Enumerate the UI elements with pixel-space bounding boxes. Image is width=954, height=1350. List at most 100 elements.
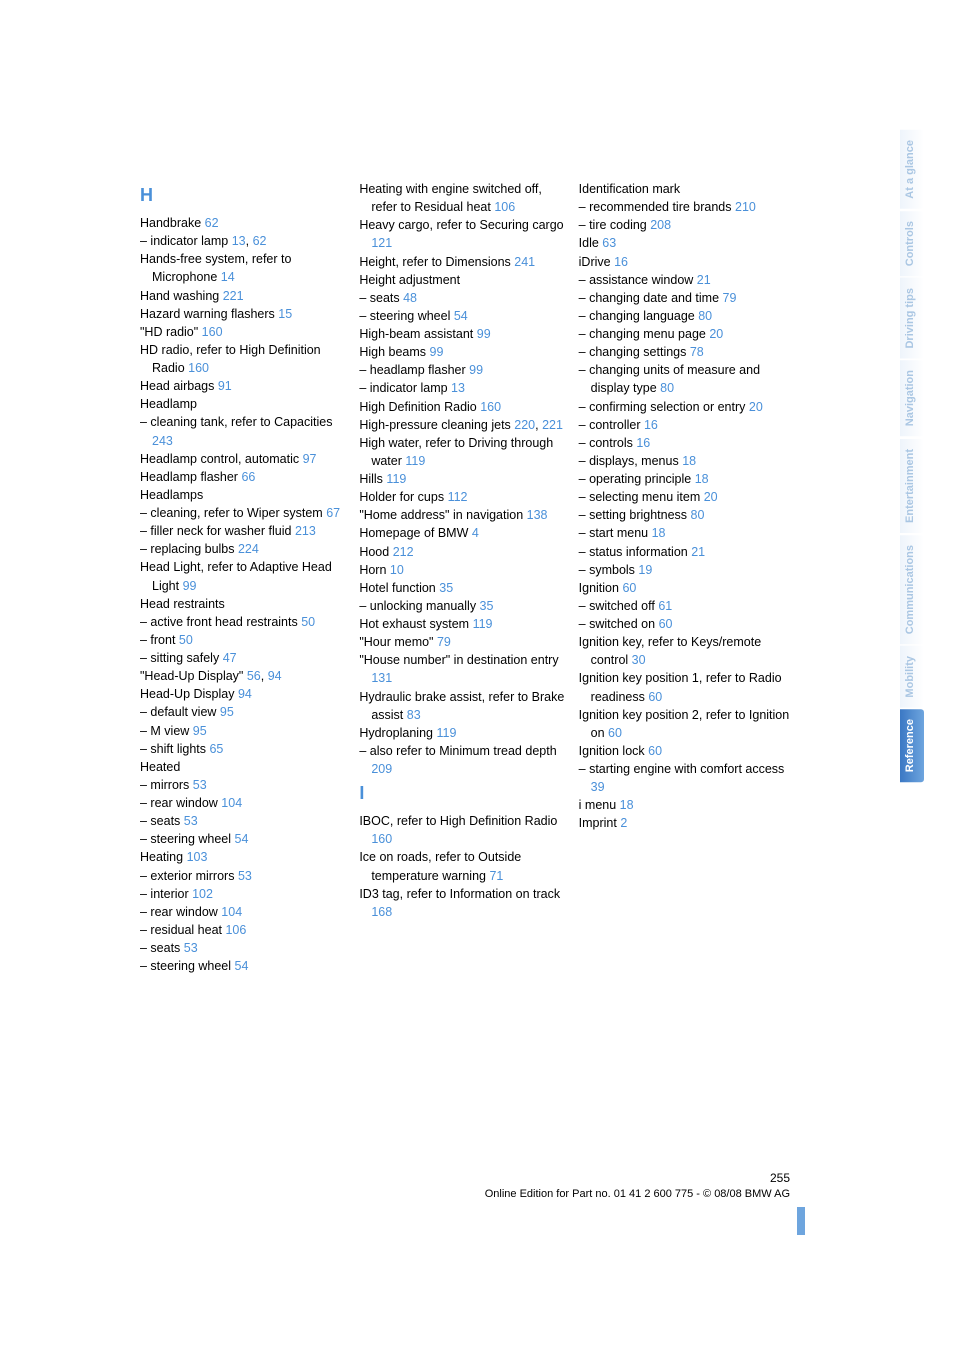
page-ref[interactable]: 80: [698, 309, 712, 323]
page-ref[interactable]: 160: [480, 400, 501, 414]
page-ref[interactable]: 103: [187, 850, 208, 864]
page-ref[interactable]: 112: [448, 490, 468, 504]
page-ref[interactable]: 99: [430, 345, 444, 359]
page-ref[interactable]: 63: [602, 236, 616, 250]
page-ref[interactable]: 60: [648, 690, 662, 704]
page-ref[interactable]: 121: [371, 236, 392, 250]
page-ref[interactable]: 160: [202, 325, 223, 339]
page-ref[interactable]: 53: [238, 869, 252, 883]
page-ref[interactable]: 67: [326, 506, 340, 520]
tab-entertainment[interactable]: Entertainment: [900, 439, 924, 533]
tab-at-a-glance[interactable]: At a glance: [900, 130, 924, 209]
page-ref[interactable]: 10: [390, 563, 404, 577]
page-ref[interactable]: 16: [614, 255, 628, 269]
page-ref[interactable]: 2: [620, 816, 627, 830]
page-ref[interactable]: 224: [238, 542, 259, 556]
page-ref[interactable]: 54: [235, 832, 249, 846]
page-ref[interactable]: 241: [514, 255, 535, 269]
page-ref[interactable]: 20: [704, 490, 718, 504]
page-ref[interactable]: 14: [221, 270, 235, 284]
page-ref[interactable]: 54: [454, 309, 468, 323]
page-ref[interactable]: 53: [184, 941, 198, 955]
page-ref[interactable]: 35: [439, 581, 453, 595]
page-ref[interactable]: 13: [451, 381, 465, 395]
page-ref[interactable]: 80: [691, 508, 705, 522]
page-ref[interactable]: 79: [437, 635, 451, 649]
page-ref[interactable]: 168: [371, 905, 392, 919]
page-ref[interactable]: 35: [480, 599, 494, 613]
page-ref[interactable]: 94: [268, 669, 282, 683]
page-ref[interactable]: 106: [225, 923, 246, 937]
page-ref[interactable]: 50: [301, 615, 315, 629]
page-ref[interactable]: 95: [193, 724, 207, 738]
page-ref[interactable]: 71: [489, 869, 503, 883]
page-ref[interactable]: 15: [278, 307, 292, 321]
page-ref[interactable]: 48: [403, 291, 417, 305]
page-ref[interactable]: 243: [152, 434, 173, 448]
page-ref[interactable]: 106: [494, 200, 515, 214]
page-ref[interactable]: 97: [303, 452, 317, 466]
page-ref[interactable]: 60: [608, 726, 622, 740]
page-ref[interactable]: 18: [682, 454, 696, 468]
page-ref[interactable]: 39: [591, 780, 605, 794]
page-ref[interactable]: 66: [241, 470, 255, 484]
page-ref[interactable]: 30: [632, 653, 646, 667]
page-ref[interactable]: 56: [247, 669, 261, 683]
page-ref[interactable]: 21: [697, 273, 711, 287]
page-ref[interactable]: 79: [723, 291, 737, 305]
page-ref[interactable]: 131: [371, 671, 392, 685]
page-ref[interactable]: 54: [235, 959, 249, 973]
page-ref[interactable]: 53: [193, 778, 207, 792]
page-ref[interactable]: 19: [638, 563, 652, 577]
page-ref[interactable]: 18: [652, 526, 666, 540]
page-ref[interactable]: 209: [371, 762, 392, 776]
page-ref[interactable]: 61: [658, 599, 672, 613]
page-ref[interactable]: 221: [542, 418, 563, 432]
tab-driving-tips[interactable]: Driving tips: [900, 278, 924, 359]
page-ref[interactable]: 160: [371, 832, 392, 846]
page-ref[interactable]: 21: [691, 545, 705, 559]
page-ref[interactable]: 50: [179, 633, 193, 647]
page-ref[interactable]: 13: [232, 234, 246, 248]
page-ref[interactable]: 119: [436, 726, 456, 740]
page-ref[interactable]: 80: [660, 381, 674, 395]
tab-mobility[interactable]: Mobility: [900, 646, 924, 708]
page-ref[interactable]: 220: [514, 418, 535, 432]
page-ref[interactable]: 16: [636, 436, 650, 450]
page-ref[interactable]: 18: [620, 798, 634, 812]
page-ref[interactable]: 213: [295, 524, 316, 538]
page-ref[interactable]: 138: [527, 508, 548, 522]
page-ref[interactable]: 16: [644, 418, 658, 432]
tab-navigation[interactable]: Navigation: [900, 360, 924, 436]
page-ref[interactable]: 99: [477, 327, 491, 341]
page-ref[interactable]: 62: [253, 234, 267, 248]
page-ref[interactable]: 91: [218, 379, 232, 393]
page-ref[interactable]: 4: [472, 526, 479, 540]
page-ref[interactable]: 119: [405, 454, 425, 468]
page-ref[interactable]: 119: [386, 472, 406, 486]
page-ref[interactable]: 78: [690, 345, 704, 359]
page-ref[interactable]: 208: [650, 218, 671, 232]
page-ref[interactable]: 99: [183, 579, 197, 593]
page-ref[interactable]: 221: [223, 289, 244, 303]
page-ref[interactable]: 60: [648, 744, 662, 758]
tab-controls[interactable]: Controls: [900, 211, 924, 276]
page-ref[interactable]: 53: [184, 814, 198, 828]
page-ref[interactable]: 18: [695, 472, 709, 486]
page-ref[interactable]: 60: [659, 617, 673, 631]
page-ref[interactable]: 99: [469, 363, 483, 377]
page-ref[interactable]: 65: [209, 742, 223, 756]
page-ref[interactable]: 20: [749, 400, 763, 414]
page-ref[interactable]: 119: [473, 617, 493, 631]
page-ref[interactable]: 94: [238, 687, 252, 701]
page-ref[interactable]: 212: [393, 545, 414, 559]
tab-communications[interactable]: Communications: [900, 535, 924, 644]
page-ref[interactable]: 83: [407, 708, 421, 722]
page-ref[interactable]: 95: [220, 705, 234, 719]
page-ref[interactable]: 62: [205, 216, 219, 230]
page-ref[interactable]: 20: [709, 327, 723, 341]
page-ref[interactable]: 47: [223, 651, 237, 665]
page-ref[interactable]: 160: [188, 361, 209, 375]
page-ref[interactable]: 210: [735, 200, 756, 214]
page-ref[interactable]: 104: [221, 905, 242, 919]
